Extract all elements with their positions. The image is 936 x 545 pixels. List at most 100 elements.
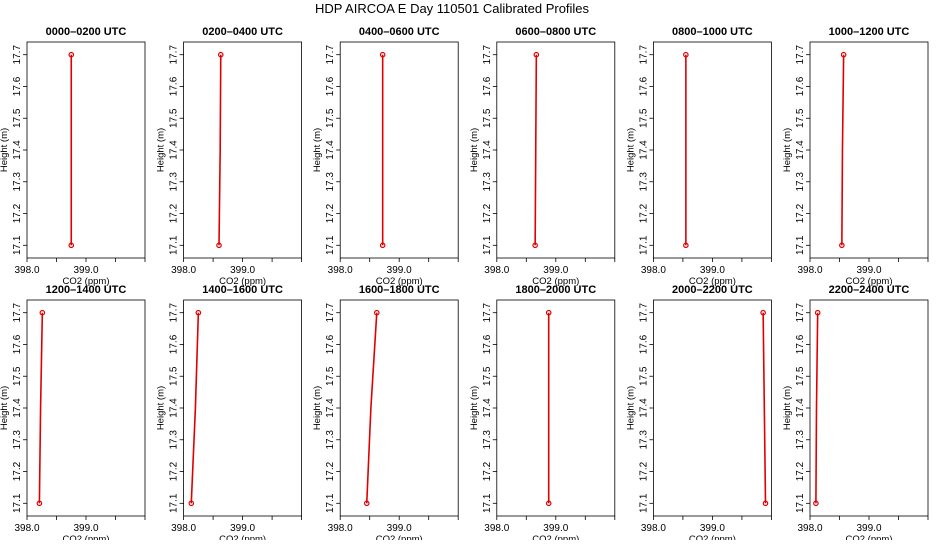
- y-axis-label: Height (m): [156, 128, 167, 172]
- profile-point: [545, 309, 552, 316]
- x-tick-label: 399.0: [387, 265, 412, 276]
- panel-title: 1800–2000 UTC: [515, 284, 596, 296]
- x-axis-label: CO2 (ppm): [63, 534, 110, 540]
- y-tick-label: 17.2: [638, 461, 649, 481]
- chart-panel: 1800–2000 UTC 17.1 17.2 17.3 17.4 17.5 17.6 17.…: [469, 284, 616, 545]
- y-tick-label: 17.5: [638, 366, 649, 386]
- x-tick-label: 399.0: [543, 265, 568, 276]
- y-axis-label: Height (m): [782, 386, 793, 430]
- x-tick-label: 399.0: [700, 523, 725, 534]
- chart-panel: 1400–1600 UTC 17.1 17.2 17.3 17.4 17.5 17.6 17.…: [156, 284, 303, 545]
- y-tick-label: 17.4: [325, 140, 336, 160]
- plot-frame: [809, 41, 929, 259]
- profile-point: [683, 242, 689, 249]
- x-tick-label: 398.0: [171, 523, 196, 534]
- y-tick-label: 17.5: [482, 366, 493, 386]
- panel-title: 1000–1200 UTC: [829, 26, 910, 38]
- panel-title: 2200–2400 UTC: [829, 284, 910, 296]
- x-axis-label: CO2 (ppm): [689, 534, 736, 540]
- plot-frame: [26, 41, 146, 259]
- y-tick-label: 17.2: [795, 203, 806, 223]
- x-axis-label: CO2 (ppm): [846, 276, 893, 287]
- x-tick-label: 399.0: [387, 523, 412, 534]
- x-tick-label: 399.0: [543, 523, 568, 534]
- x-axis-label: CO2 (ppm): [846, 534, 893, 540]
- y-tick-label: 17.1: [638, 493, 649, 513]
- profile-point: [532, 242, 538, 249]
- plot-frame: [339, 299, 459, 517]
- chart-panel: 1000–1200 UTC 17.1 17.2 17.3 17.4 17.5 17.6 17.…: [782, 26, 929, 287]
- y-tick-label: 17.5: [169, 366, 180, 386]
- panel-title: 0400–0600 UTC: [359, 26, 440, 38]
- chart-panel: 2200–2400 UTC 17.1 17.2 17.3 17.4 17.5 17.6 17.…: [782, 284, 929, 545]
- y-tick-label: 17.5: [325, 366, 336, 386]
- profile-line: [534, 54, 538, 246]
- y-axis-label: Height (m): [156, 386, 167, 430]
- y-tick-label: 17.5: [795, 366, 806, 386]
- profile-line: [218, 54, 222, 246]
- y-tick-label: 17.7: [12, 303, 23, 323]
- y-axis-label: Height (m): [625, 386, 636, 430]
- y-tick-label: 17.4: [795, 398, 806, 418]
- plot-frame: [496, 299, 616, 517]
- panel-title: 0800–1000 UTC: [672, 26, 753, 38]
- x-tick-label: 399.0: [856, 265, 881, 276]
- x-tick-label: 398.0: [484, 523, 509, 534]
- y-tick-label: 17.6: [482, 334, 493, 354]
- y-tick-label: 17.2: [12, 203, 23, 223]
- y-tick-label: 17.4: [482, 140, 493, 160]
- y-tick-label: 17.4: [795, 140, 806, 160]
- x-axis-label: CO2 (ppm): [219, 276, 266, 287]
- panel-title: 1200–1400 UTC: [46, 284, 127, 296]
- y-tick-label: 17.3: [638, 172, 649, 192]
- y-tick-label: 17.1: [169, 493, 180, 513]
- y-tick-label: 17.2: [482, 461, 493, 481]
- y-axis-label: Height (m): [782, 128, 793, 172]
- chart-panel: 0600–0800 UTC 17.1 17.2 17.3 17.4 17.5 17.6 17.…: [469, 26, 616, 287]
- y-tick-label: 17.2: [638, 203, 649, 223]
- profile-line: [38, 312, 44, 504]
- y-tick-label: 17.7: [795, 303, 806, 323]
- chart-panel: 0800–1000 UTC 17.1 17.2 17.3 17.4 17.5 17.6 17.…: [625, 26, 772, 287]
- panel-title: 1400–1600 UTC: [202, 284, 283, 296]
- x-axis-label: CO2 (ppm): [376, 534, 423, 540]
- chart-panel: 2000–2200 UTC 17.1 17.2 17.3 17.4 17.5 17.6 17.…: [625, 284, 772, 545]
- profile-point: [545, 500, 552, 507]
- y-tick-label: 17.5: [638, 108, 649, 128]
- x-tick-label: 398.0: [171, 265, 196, 276]
- x-axis-label: CO2 (ppm): [532, 534, 579, 540]
- y-axis-label: Height (m): [312, 128, 323, 172]
- x-tick-label: 399.0: [73, 265, 98, 276]
- y-tick-label: 17.5: [325, 108, 336, 128]
- profile-point: [683, 51, 689, 58]
- y-tick-label: 17.7: [169, 303, 180, 323]
- y-tick-label: 17.6: [325, 76, 336, 96]
- y-tick-label: 17.6: [638, 334, 649, 354]
- chart-panel: 0200–0400 UTC 17.1 17.2 17.3 17.4 17.5 17.6 17.…: [156, 26, 303, 287]
- y-tick-label: 17.4: [638, 140, 649, 160]
- y-tick-label: 17.1: [12, 235, 23, 255]
- y-tick-label: 17.2: [325, 203, 336, 223]
- y-tick-label: 17.6: [795, 334, 806, 354]
- profile-point: [217, 51, 224, 58]
- profile-line: [190, 312, 200, 504]
- x-tick-label: 399.0: [73, 523, 98, 534]
- profile-point: [188, 500, 195, 507]
- y-tick-label: 17.1: [325, 493, 336, 513]
- y-tick-label: 17.2: [325, 461, 336, 481]
- plot-frame: [183, 41, 303, 259]
- panel-title: 0000–0200 UTC: [46, 26, 127, 38]
- profile-line: [815, 312, 819, 504]
- y-tick-label: 17.3: [482, 172, 493, 192]
- y-tick-label: 17.4: [169, 398, 180, 418]
- profile-line: [365, 312, 378, 504]
- y-tick-label: 17.4: [638, 398, 649, 418]
- profile-point: [68, 51, 75, 58]
- y-tick-label: 17.3: [12, 430, 23, 450]
- y-axis-label: Height (m): [0, 386, 10, 430]
- y-tick-label: 17.2: [12, 461, 23, 481]
- x-tick-label: 399.0: [230, 265, 255, 276]
- y-tick-label: 17.4: [12, 140, 23, 160]
- x-tick-label: 399.0: [230, 523, 255, 534]
